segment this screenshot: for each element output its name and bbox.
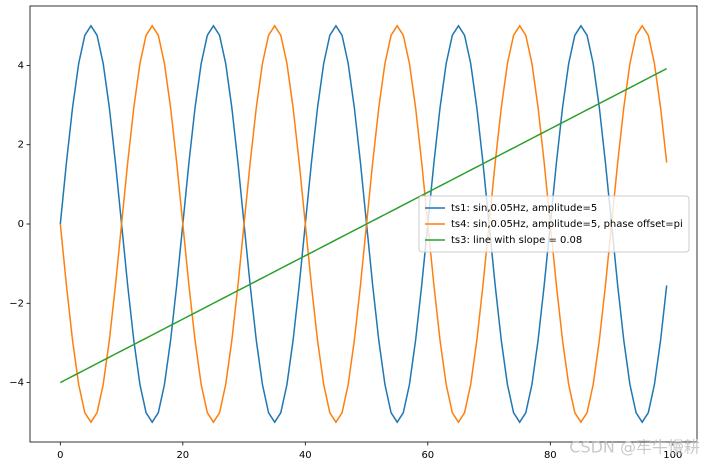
y-tick-label: −2 (9, 298, 24, 309)
line-series (59, 67, 668, 384)
legend-label: ts3: line with slope = 0.08 (451, 235, 582, 246)
y-tick-label: 4 (18, 60, 24, 71)
x-tick-label: 80 (544, 450, 557, 461)
legend-box (418, 195, 690, 253)
legend: ts1: sin,0.05Hz, amplitude=5 ts4: sin,0.0… (418, 195, 690, 253)
y-tick-label: 2 (18, 140, 24, 151)
y-tick-label: −4 (9, 378, 24, 389)
x-tick-label: 100 (663, 450, 682, 461)
legend-label: ts1: sin,0.05Hz, amplitude=5 (451, 203, 597, 214)
x-tick-label: 40 (299, 450, 312, 461)
line-series (59, 24, 668, 424)
watermark: CSDN @牢牛慢耕 (569, 438, 700, 457)
x-tick-label: 0 (57, 450, 63, 461)
y-tick-label: 0 (18, 219, 24, 230)
x-tick-label: 60 (421, 450, 434, 461)
plot-frame (29, 5, 698, 443)
legend-label: ts4: sin,0.05Hz, amplitude=5, phase offs… (451, 219, 683, 230)
line-series (59, 24, 668, 424)
x-tick-label: 20 (176, 450, 189, 461)
